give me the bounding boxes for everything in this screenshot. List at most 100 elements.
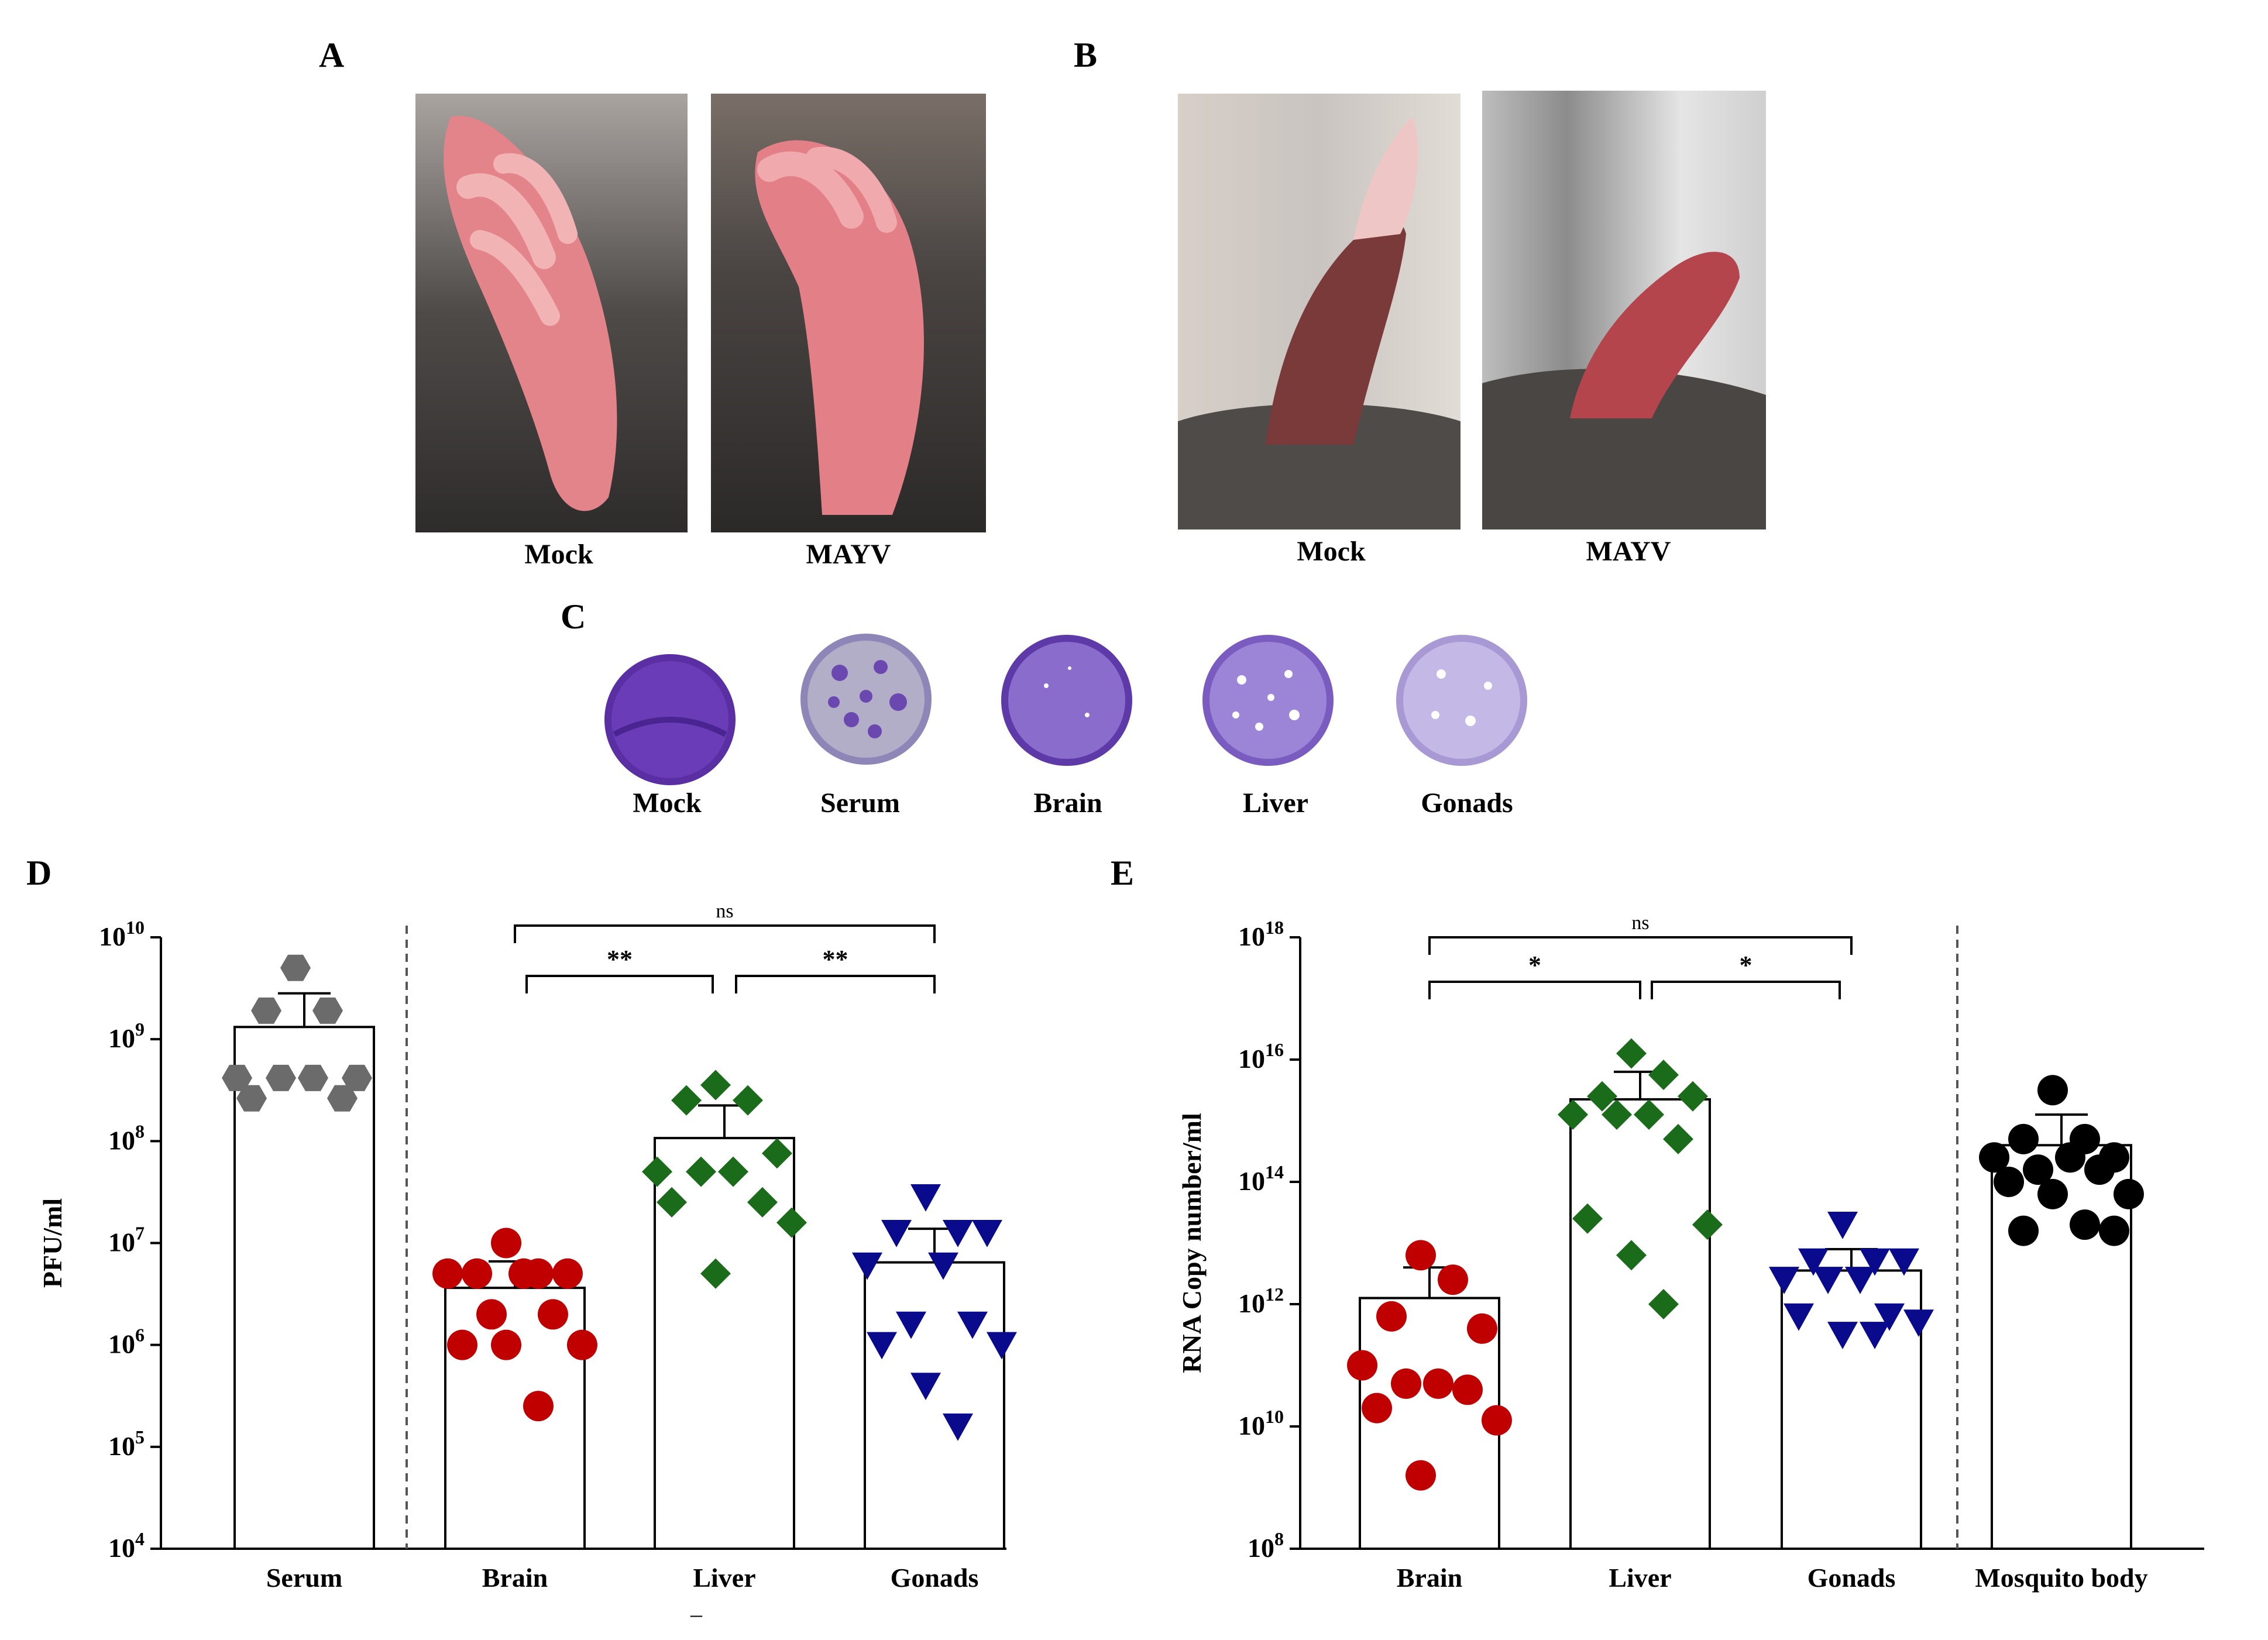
significance-bracket [525, 975, 714, 993]
caption-c-liver: Liver [1243, 788, 1308, 819]
data-point [671, 1085, 702, 1116]
y-tick-label: 1010 [1238, 1406, 1284, 1440]
data-point [957, 1311, 988, 1339]
data-point [1616, 1038, 1647, 1069]
significance-bracket [1428, 981, 1641, 999]
panel-label-e: E [1111, 854, 1135, 892]
data-point [447, 1329, 478, 1360]
plaque-well-gonads [1394, 633, 1529, 771]
data-point [1466, 1313, 1497, 1344]
significance-label: ns [716, 900, 733, 922]
data-point [2054, 1142, 2085, 1173]
x-tick-label: Gonads [1807, 1563, 1896, 1593]
y-tick-label: 1012 [1238, 1284, 1284, 1318]
data-point [1587, 1081, 1618, 1112]
plaque-well-brain [999, 633, 1134, 771]
significance-bracket [514, 924, 936, 943]
data-point [2069, 1209, 2100, 1240]
panel-label-a: A [319, 36, 345, 74]
caption-a-mayv: MAYV [806, 539, 891, 570]
data-point [1347, 1350, 1378, 1381]
data-point [910, 1184, 941, 1212]
y-axis-label: RNA Copy number/ml [1177, 1113, 1207, 1373]
data-point [266, 1064, 297, 1091]
data-point [2113, 1178, 2144, 1209]
caption-c-mock: Mock [633, 788, 702, 819]
data-point [1827, 1322, 1858, 1349]
plaque-well-serum [799, 632, 933, 769]
data-point [761, 1138, 792, 1169]
data-point [1558, 1099, 1589, 1130]
data-point [971, 1219, 1002, 1247]
data-point [1648, 1289, 1679, 1319]
data-point [927, 1252, 958, 1280]
y-axis-label: PFU/ml [37, 1198, 67, 1288]
plaque-well-liver [1201, 633, 1335, 771]
data-point [327, 1085, 358, 1112]
y-tick-label: 1018 [1238, 917, 1284, 951]
x-tick-label: Brain [482, 1563, 548, 1593]
plaque-well-mock [603, 652, 737, 790]
x-tick-label: Liver [1609, 1563, 1671, 1593]
data-point [1769, 1267, 1800, 1294]
panel-label-b: B [1074, 36, 1098, 74]
y-tick-label: 108 [1248, 1528, 1284, 1563]
x-tick-label: Serum [266, 1563, 342, 1593]
significance-label: ns [1631, 912, 1649, 934]
data-point [1827, 1212, 1858, 1239]
data-point [1452, 1374, 1483, 1405]
caption-c-serum: Serum [820, 788, 900, 819]
data-point [222, 1064, 253, 1091]
data-point [1784, 1303, 1815, 1331]
data-point [2037, 1178, 2068, 1209]
x-tick-label: Brain [1397, 1563, 1462, 1593]
bar-mosquito-body [1991, 1144, 2132, 1550]
data-point [1391, 1368, 1422, 1399]
data-point [1616, 1240, 1647, 1271]
data-point [986, 1332, 1017, 1360]
data-point [2098, 1215, 2129, 1246]
bar-liver [1569, 1098, 1711, 1550]
data-point [1979, 1142, 2010, 1173]
data-point [312, 997, 343, 1024]
data-point [1888, 1248, 1919, 1276]
data-point [1903, 1309, 1934, 1338]
data-point [280, 954, 311, 981]
y-tick-label: 1016 [1238, 1039, 1284, 1074]
data-point [686, 1156, 717, 1187]
data-point [700, 1070, 731, 1101]
data-point [881, 1219, 912, 1247]
mouse-paw-mayv-photo-b [1482, 91, 1766, 530]
data-point [236, 1085, 267, 1112]
significance-label: ** [823, 945, 848, 974]
data-point [1859, 1248, 1890, 1276]
data-point [700, 1258, 731, 1289]
significance-label: ** [607, 945, 633, 974]
data-point [1362, 1393, 1393, 1424]
data-point [776, 1207, 807, 1238]
data-point [1481, 1405, 1512, 1436]
data-point [1859, 1322, 1890, 1349]
data-point [852, 1252, 883, 1280]
caption-b-mayv: MAYV [1586, 536, 1671, 567]
x-tick-label: Mosquito body [1975, 1563, 2147, 1593]
data-point [1406, 1240, 1437, 1271]
data-point [1406, 1460, 1437, 1491]
data-point [910, 1373, 941, 1401]
bar-serum [233, 1026, 375, 1550]
data-point [1422, 1368, 1453, 1399]
data-point [747, 1187, 778, 1218]
significance-bracket [1428, 936, 1853, 955]
data-point [1376, 1301, 1407, 1332]
x-tick-label: Liver [693, 1563, 755, 1593]
data-point [491, 1228, 522, 1259]
data-point [297, 1064, 328, 1091]
data-point [1572, 1203, 1603, 1234]
data-point [2008, 1215, 2039, 1246]
data-point [1662, 1123, 1693, 1154]
stray-mark: – [690, 1601, 702, 1627]
data-point [896, 1311, 927, 1339]
caption-c-brain: Brain [1033, 788, 1102, 819]
